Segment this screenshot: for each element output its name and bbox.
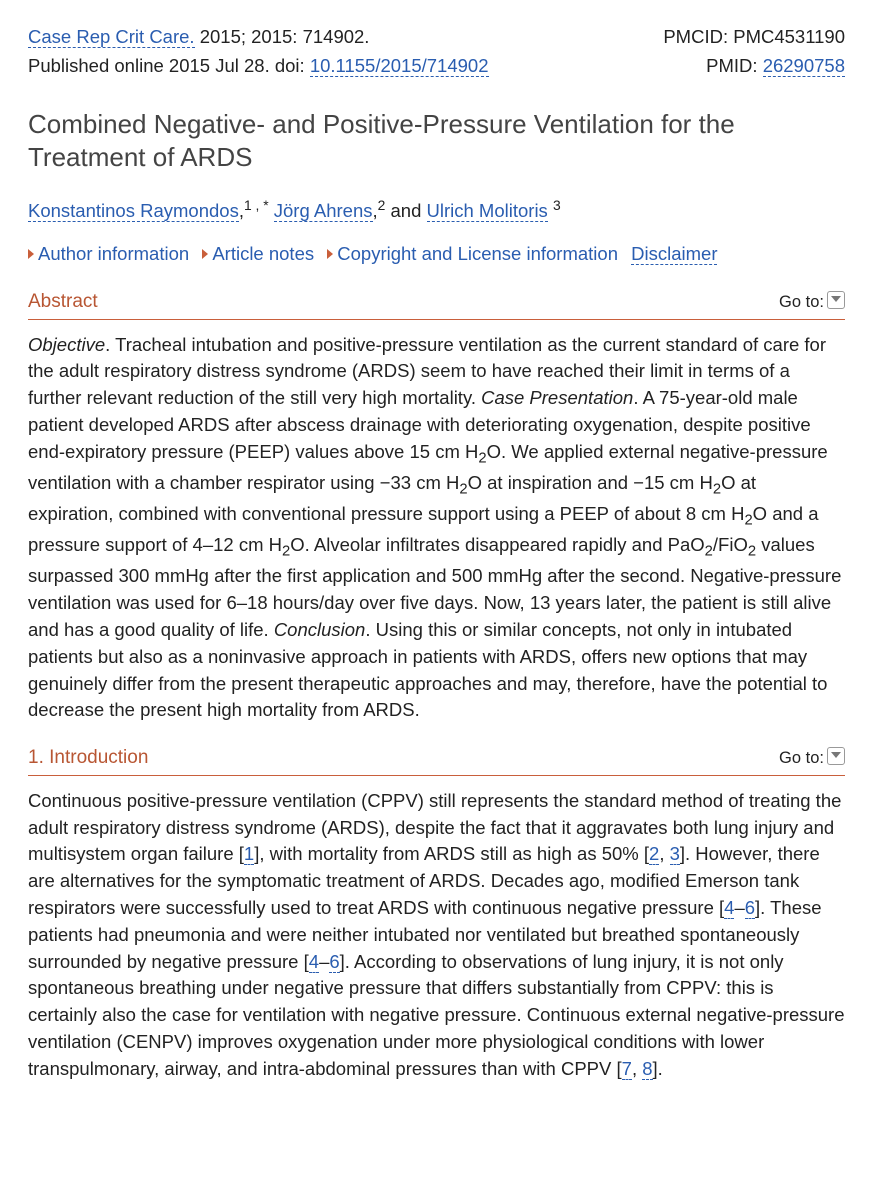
ref-3-link[interactable]: 3: [670, 843, 680, 865]
pmid-link[interactable]: 26290758: [763, 55, 845, 77]
abstract-heading: Abstract Go to:: [28, 288, 845, 320]
author-1-affil: 1 , *: [244, 197, 269, 213]
goto-dropdown[interactable]: Go to:: [779, 291, 845, 315]
abstract-title: Abstract: [28, 288, 98, 316]
author-info-toggle[interactable]: Author information: [38, 243, 189, 264]
article-title: Combined Negative- and Positive-Pressure…: [28, 108, 845, 176]
author-3-affil: 3: [553, 197, 561, 213]
chevron-down-icon: [827, 291, 845, 309]
journal-citation: Case Rep Crit Care. 2015; 2015: 714902.: [28, 24, 647, 51]
chevron-right-icon: [327, 249, 333, 259]
abstract-paragraph: Objective. Tracheal intubation and posit…: [28, 332, 845, 725]
citation-text: 2015; 2015: 714902.: [195, 26, 370, 47]
ref-8-link[interactable]: 8: [642, 1058, 652, 1080]
intro-paragraph: Continuous positive-pressure ventilation…: [28, 788, 845, 1083]
pmid-line: PMID: 26290758: [690, 53, 845, 80]
article-notes-toggle[interactable]: Article notes: [212, 243, 314, 264]
goto-dropdown[interactable]: Go to:: [779, 747, 845, 771]
journal-link[interactable]: Case Rep Crit Care.: [28, 26, 195, 48]
author-3-link[interactable]: Ulrich Molitoris: [427, 200, 548, 222]
ref-7-link[interactable]: 7: [622, 1058, 632, 1080]
chevron-down-icon: [827, 747, 845, 765]
doi-link[interactable]: 10.1155/2015/714902: [310, 55, 489, 77]
ref-6b-link[interactable]: 6: [329, 951, 339, 973]
case-label: Case Presentation: [481, 387, 633, 408]
ref-4-link[interactable]: 4: [724, 897, 734, 919]
expand-row: Author information Article notes Copyrig…: [28, 241, 845, 268]
ref-4b-link[interactable]: 4: [309, 951, 319, 973]
ref-2-link[interactable]: 2: [649, 843, 659, 865]
published-line: Published online 2015 Jul 28. doi: 10.11…: [28, 53, 690, 80]
disclaimer-link[interactable]: Disclaimer: [631, 243, 717, 265]
license-toggle[interactable]: Copyright and License information: [337, 243, 618, 264]
conclusion-label: Conclusion: [274, 619, 366, 640]
ref-6-link[interactable]: 6: [745, 897, 755, 919]
author-1-link[interactable]: Konstantinos Raymondos: [28, 200, 239, 222]
author-2-link[interactable]: Jörg Ahrens: [274, 200, 373, 222]
chevron-right-icon: [28, 249, 34, 259]
chevron-right-icon: [202, 249, 208, 259]
objective-label: Objective: [28, 334, 105, 355]
pmcid-line: PMCID: PMC4531190: [647, 24, 845, 51]
authors-line: Konstantinos Raymondos,1 , * Jörg Ahrens…: [28, 195, 845, 225]
intro-title: 1. Introduction: [28, 744, 148, 772]
ref-1-link[interactable]: 1: [244, 843, 254, 865]
intro-heading: 1. Introduction Go to:: [28, 744, 845, 776]
